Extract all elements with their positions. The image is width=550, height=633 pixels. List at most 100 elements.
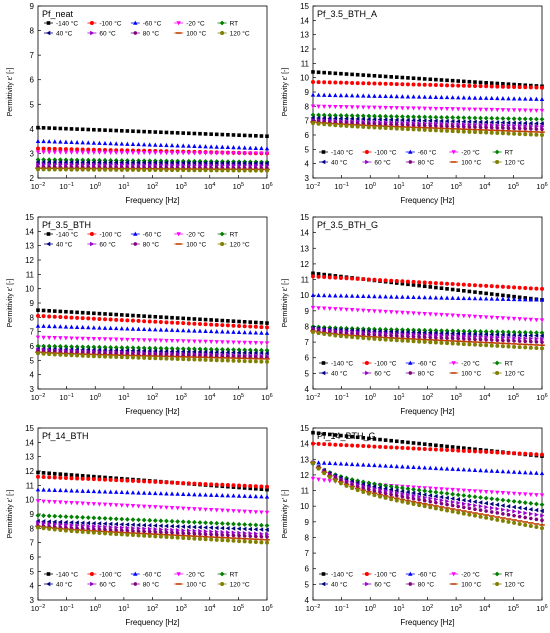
data-point — [237, 133, 241, 137]
data-point — [208, 151, 214, 156]
data-point — [322, 275, 327, 280]
data-point — [197, 322, 202, 327]
data-point — [231, 509, 236, 514]
data-point — [534, 108, 539, 113]
data-point — [450, 466, 455, 471]
data-point — [36, 313, 40, 318]
data-point — [517, 345, 522, 350]
data-point — [46, 323, 52, 329]
legend-label: 60 °C — [99, 581, 116, 589]
data-point — [539, 116, 545, 122]
data-point — [103, 317, 108, 322]
legend-marker — [220, 242, 225, 246]
data-point — [259, 168, 264, 173]
data-point — [456, 341, 461, 346]
data-point — [231, 358, 236, 363]
data-point — [181, 328, 186, 333]
data-point — [405, 106, 411, 111]
data-point — [500, 84, 505, 89]
data-point — [472, 507, 477, 511]
data-point — [462, 288, 466, 293]
data-point — [439, 507, 444, 512]
data-point — [461, 511, 466, 516]
data-point — [389, 122, 394, 127]
data-point — [158, 158, 164, 164]
data-point — [400, 279, 405, 284]
data-point — [152, 518, 158, 523]
data-point — [416, 311, 422, 316]
data-point — [97, 531, 102, 536]
data-point — [63, 520, 68, 525]
legend-entry: 40 °C — [44, 581, 73, 589]
data-point — [360, 116, 366, 122]
data-point — [170, 535, 175, 540]
x-tick-label: 102 — [147, 182, 158, 191]
data-point — [372, 277, 377, 282]
data-point — [86, 325, 91, 330]
data-point — [417, 446, 422, 451]
data-point — [388, 294, 394, 299]
x-tick-label: 103 — [450, 182, 461, 191]
y-tick-label: 6 — [30, 342, 35, 351]
legend-label: 120 °C — [230, 30, 250, 38]
data-point — [528, 500, 534, 506]
data-point — [539, 96, 545, 101]
data-point — [411, 279, 416, 284]
data-point — [231, 521, 236, 527]
data-point — [350, 443, 355, 448]
data-point — [506, 450, 511, 455]
data-point — [248, 133, 253, 138]
data-point — [478, 342, 483, 347]
data-point — [512, 285, 517, 290]
data-point — [417, 503, 422, 508]
data-point — [456, 313, 461, 319]
data-point — [203, 322, 208, 327]
data-point — [80, 353, 85, 358]
data-point — [428, 496, 433, 501]
data-point — [85, 157, 91, 163]
legend-entry: -60 °C — [405, 149, 437, 157]
data-point — [248, 539, 253, 544]
data-point — [383, 126, 388, 131]
legend-entry: 60 °C — [87, 581, 116, 589]
x-tick-label: 10−2 — [306, 182, 321, 191]
data-point — [220, 533, 225, 537]
legend-label: 40 °C — [56, 581, 73, 589]
data-point — [91, 140, 97, 145]
series-8 — [36, 523, 269, 539]
legend-marker — [176, 232, 181, 237]
data-point — [197, 536, 202, 541]
legend-label: RT — [230, 232, 239, 239]
data-point — [254, 134, 258, 138]
data-point — [500, 497, 506, 503]
data-point — [63, 528, 68, 533]
data-point — [248, 324, 253, 329]
y-axis-label: Permittivity ε' [-] — [282, 68, 289, 117]
data-point — [197, 532, 202, 536]
data-point — [383, 491, 388, 496]
data-point — [214, 322, 219, 327]
data-point — [540, 346, 544, 351]
legend-entry: -60 °C — [130, 231, 162, 239]
data-point — [86, 488, 91, 494]
data-point — [197, 481, 202, 486]
y-tick-label: 4 — [30, 371, 35, 380]
data-point — [528, 132, 533, 137]
data-point — [58, 475, 63, 480]
data-point — [158, 348, 163, 354]
data-point — [422, 465, 427, 470]
data-point — [186, 151, 192, 156]
legend-entry: 80 °C — [405, 581, 434, 589]
data-point — [455, 492, 461, 498]
legend-entry: 60 °C — [87, 241, 116, 249]
data-point — [198, 528, 203, 534]
legend-entry: RT — [492, 572, 513, 579]
data-point — [153, 505, 158, 510]
data-point — [539, 508, 544, 514]
data-point — [36, 525, 40, 530]
data-point — [192, 317, 197, 321]
data-point — [69, 344, 74, 350]
data-point — [450, 445, 455, 449]
data-point — [427, 489, 433, 494]
data-point — [142, 167, 147, 172]
